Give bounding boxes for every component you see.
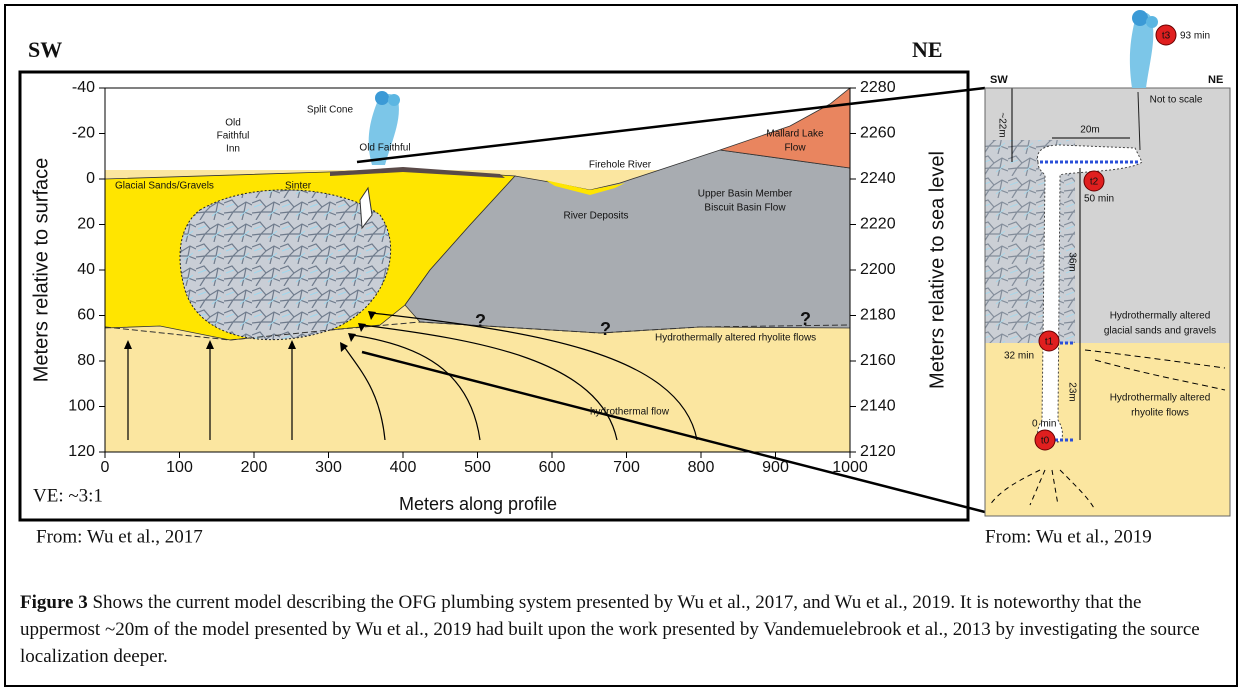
x-tick-label: 500 [464,459,491,476]
y2-tick-label: 2220 [860,216,896,233]
flow-label: hydrothermal flow [590,407,670,418]
right-ne: NE [1208,74,1223,86]
zone-label: Hydrothermally altered [1110,393,1211,404]
y-tick-label: 20 [77,216,95,233]
y-tick-label: 40 [77,261,95,278]
x-tick-label: 200 [241,459,268,476]
firehole-label: Firehole River [589,160,652,171]
time-label: 50 min [1084,194,1114,205]
dimension-label: 20m [1080,125,1099,136]
source-left: From: Wu et al., 2017 [36,526,203,547]
x-tick-label: 700 [613,459,640,476]
time-tag: t3 [1162,31,1171,42]
y2-tick-label: 2280 [860,79,896,96]
geyser [1130,10,1158,88]
y-tick-label: 100 [68,398,95,415]
old-faithful-label: Old Faithful [359,143,410,154]
dimension-label: 36m [1066,252,1077,271]
inn-label: Faithful [217,131,250,142]
x-tick-label: 100 [166,459,193,476]
sinter-label: Sinter [285,181,312,192]
time-tag: t1 [1045,337,1054,348]
y-tick-label: -20 [72,125,95,142]
split-cone-label: Split Cone [307,105,354,116]
x-tick-label: 600 [539,459,566,476]
y2-tick-label: 2260 [860,125,896,142]
x-tick-label: 900 [762,459,789,476]
ne-label: NE [912,37,943,62]
cross-section [105,88,850,452]
y-tick-label: 60 [77,307,95,324]
inn-label: Inn [226,144,240,155]
y2-tick-label: 2140 [860,398,896,415]
y2-tick-label: 2240 [860,170,896,187]
basin-label: Upper Basin Member [698,189,793,200]
y-axis-label: Meters relative to surface [30,158,52,383]
x-tick-label: 300 [315,459,342,476]
basin-label: Biscuit Basin Flow [704,203,786,214]
y2-tick-label: 2200 [860,261,896,278]
x-tick-label: 0 [101,459,110,476]
right-sw: SW [990,74,1008,86]
y2-axis-label: Meters relative to sea level [926,151,948,389]
time-label: 32 min [1004,351,1034,362]
dimension-label: 23m [1066,382,1077,401]
y-tick-label: 0 [86,170,95,187]
rhyolite-zone [985,343,1230,516]
y-tick-label: 80 [77,352,95,369]
glacial-label: Glacial Sands/Gravels [115,181,214,192]
ve-label: VE: ~3:1 [33,485,103,506]
source-right: From: Wu et al., 2019 [985,526,1152,547]
dimension-label: ~22m [996,112,1007,137]
caption: Figure 3 Shows the current model describ… [20,589,1220,670]
y-tick-label: -40 [72,79,95,96]
right-panel [985,10,1230,516]
caption-label: Figure 3 [20,592,88,613]
x-tick-label: 800 [688,459,715,476]
y2-tick-label: 2160 [860,352,896,369]
geyser [369,91,400,165]
mallard-label: Flow [784,143,806,154]
rhyolite-label: Hydrothermally altered rhyolite flows [655,333,816,344]
zone-label: Hydrothermally altered [1110,311,1211,322]
time-label: 0 min [1032,419,1056,430]
figure: SW NE -40 -20 0 20 40 60 80 100 120 2280 2260 2240 2… [0,0,1243,692]
inn-label: Old [225,118,241,129]
time-label: 93 min [1180,31,1210,42]
x-tick-label: 1000 [832,459,868,476]
y2-tick-label: 2180 [860,307,896,324]
y-tick-label: 120 [68,443,95,460]
sw-label: SW [28,37,62,62]
time-tag: t2 [1090,177,1099,188]
question-mark: ? [475,311,486,331]
x-axis-label: Meters along profile [399,494,557,514]
x-tick-label: 400 [390,459,417,476]
caption-text: Shows the current model describing the O… [20,592,1200,667]
zone-label: rhyolite flows [1131,408,1189,419]
time-tag: t0 [1041,436,1050,447]
zone-label: glacial sands and gravels [1104,326,1216,337]
question-mark: ? [600,319,611,339]
river-deposits-label: River Deposits [563,211,628,222]
question-mark: ? [800,309,811,329]
scale-note: Not to scale [1150,95,1203,106]
y2-tick-label: 2120 [860,443,896,460]
mallard-label: Mallard Lake [766,129,824,140]
